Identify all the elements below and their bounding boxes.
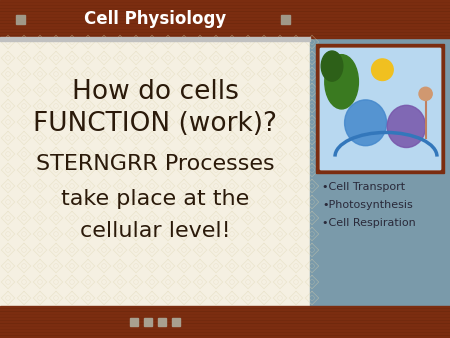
Bar	[0, 306, 450, 338]
Text: STERNGRR Processes: STERNGRR Processes	[36, 154, 274, 174]
Bar	[130, 318, 138, 326]
Bar	[172, 318, 180, 326]
Text: •Cell Respiration: •Cell Respiration	[322, 218, 416, 227]
Bar	[158, 318, 166, 326]
Text: •Cell Transport: •Cell Transport	[322, 182, 405, 192]
Ellipse shape	[345, 100, 387, 146]
Bar	[144, 318, 152, 326]
Bar	[0, 0, 450, 38]
Text: Cell Physiology: Cell Physiology	[84, 10, 226, 28]
Text: •Photosynthesis: •Photosynthesis	[322, 200, 413, 210]
Bar	[0, 37, 310, 41]
Text: FUNCTION (work)?: FUNCTION (work)?	[33, 111, 277, 137]
Bar	[16, 15, 25, 24]
Circle shape	[419, 87, 432, 100]
Bar	[316, 44, 444, 173]
Bar	[0, 38, 310, 306]
Bar	[320, 48, 440, 169]
Text: take place at the: take place at the	[61, 189, 249, 209]
Bar	[281, 15, 290, 24]
Bar	[310, 38, 450, 306]
Text: How do cells: How do cells	[72, 79, 238, 104]
Text: cellular level!: cellular level!	[80, 221, 230, 241]
Bar	[320, 48, 440, 169]
Ellipse shape	[321, 51, 343, 81]
Circle shape	[372, 59, 393, 80]
Ellipse shape	[387, 105, 426, 147]
Ellipse shape	[325, 55, 358, 109]
